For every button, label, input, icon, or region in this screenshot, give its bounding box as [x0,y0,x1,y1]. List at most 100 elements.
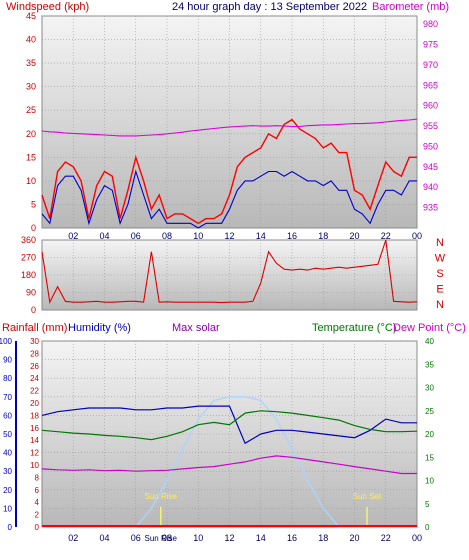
rainfall-tick-label: 12 [30,449,39,458]
hour-tick-label: 10 [193,231,203,241]
windspeed-tick-label: 25 [26,105,36,115]
hour-tick-label: 06 [131,231,141,241]
hour-tick-label: 10 [193,533,203,543]
direction-tick-label: 90 [26,288,36,298]
gust-series-line [41,118,417,225]
hour-tick-label: 22 [381,533,391,543]
hour-tick-label: Sun Rise [145,534,178,543]
barometer-tick-label: 960 [423,101,438,111]
barometer-tick-label: 975 [423,40,438,50]
temperature-tick-labels: 0 5 10 15 20 25 30 35 40 [425,337,434,532]
windspeed-tick-label: 20 [26,129,36,139]
sunrise-label: Sun Rise [145,492,178,501]
environment-panel-series: Sun Rise Sun Set [41,396,418,528]
rainfall-tick-label: 2 [35,511,40,520]
windspeed-tick-label: 30 [26,82,36,92]
barometer-tick-label: 965 [423,80,438,90]
hour-tick-label: 02 [68,231,78,241]
hour-tick-label: 00 [412,231,422,241]
hour-tick-label: 04 [99,231,109,241]
hour-tick-label: 18 [318,533,328,543]
hour-tick-label: 12 [224,533,234,543]
temperature-tick-label: 10 [425,477,434,486]
hour-tick-label: 06 [131,533,141,543]
wind-panel-series [41,118,418,229]
windspeed-tick-labels: 0 5 10 15 20 25 30 35 40 45 [26,11,36,233]
rainfall-tick-label: 30 [30,337,39,346]
humidity-tick-label: 80 [3,374,12,383]
rainfall-axis-title: Rainfall (mm) [2,322,67,334]
windspeed-tick-label: 45 [26,11,36,21]
temperature-tick-label: 35 [425,360,434,369]
temperature-tick-label: 5 [425,500,430,509]
hour-tick-label: 16 [287,231,297,241]
humidity-series-line [41,405,417,445]
rainfall-tick-label: 24 [30,374,39,383]
hour-tick-label: 04 [99,533,109,543]
barometer-tick-label: 945 [423,162,438,172]
hour-tick-label: 08 [162,533,172,543]
temperature-series-line [41,410,418,441]
windspeed-tick-label: 5 [31,199,36,209]
rainfall-tick-label: 18 [30,411,39,420]
hour-tick-label: 14 [256,533,266,543]
temperature-tick-label: 40 [425,337,434,346]
humidity-tick-label: 50 [3,430,12,439]
barometer-tick-label: 950 [423,141,438,151]
rainfall-tick-label: 28 [30,349,39,358]
windspeed-tick-label: 10 [26,176,36,186]
compass-label: W [435,253,446,265]
rainfall-tick-label: 20 [30,399,39,408]
hour-tick-label: 00 [412,533,422,543]
direction-panel-series [41,239,418,304]
compass-label: N [436,237,444,249]
rainfall-tick-label: 6 [35,486,40,495]
temperature-tick-label: 0 [425,523,430,532]
wind-direction-series-line [41,239,418,304]
temperature-tick-label: 25 [425,407,434,416]
hour-tick-label: 18 [318,231,328,241]
hour-tick-label: 16 [287,533,297,543]
compass-label: S [436,268,443,280]
barometer-tick-label: 980 [423,19,438,29]
humidity-tick-label: 0 [8,523,13,532]
avg-wind-series-line [41,169,417,229]
windspeed-tick-label: 35 [26,58,36,68]
temperature-axis-title: Temperature (°C) [312,322,396,334]
hour-tick-label: 20 [349,231,359,241]
barometer-series-line [41,118,418,137]
direction-tick-label: 180 [21,270,36,280]
rainfall-tick-label: 14 [30,436,39,445]
temperature-tick-label: 20 [425,430,434,439]
direction-tick-label: 360 [21,235,36,245]
graph-date-title: 24 hour graph day : 13 September 2022 [172,1,367,13]
direction-tick-label: 0 [31,305,36,315]
rainfall-tick-label: 0 [35,523,40,532]
windspeed-tick-label: 15 [26,152,36,162]
humidity-tick-label: 30 [3,467,12,476]
barometer-tick-labels: 935 940 945 950 955 960 965 970 975 980 [423,19,438,212]
humidity-axis-title: Humidity (%) [68,322,131,334]
windspeed-axis-title: Windspeed (kph) [6,1,89,13]
dewpoint-series-line [41,455,417,475]
rainfall-tick-label: 26 [30,362,39,371]
hour-tick-label: 20 [349,533,359,543]
direction-panel-grid [42,239,418,311]
rainfall-tick-label: 16 [30,424,39,433]
rainfall-tick-label: 4 [35,498,40,507]
temperature-tick-label: 30 [425,384,434,393]
humidity-tick-label: 60 [3,411,12,420]
windspeed-tick-label: 0 [31,223,36,233]
compass-label: N [436,299,444,311]
rainfall-tick-label: 22 [30,387,39,396]
hour-tick-label: 02 [68,533,78,543]
barometer-tick-label: 940 [423,182,438,192]
dewpoint-axis-title: Dew Point (°C) [393,322,466,334]
direction-tick-labels: 0 90 180 270 360 [21,235,36,315]
temperature-tick-label: 15 [425,453,434,462]
